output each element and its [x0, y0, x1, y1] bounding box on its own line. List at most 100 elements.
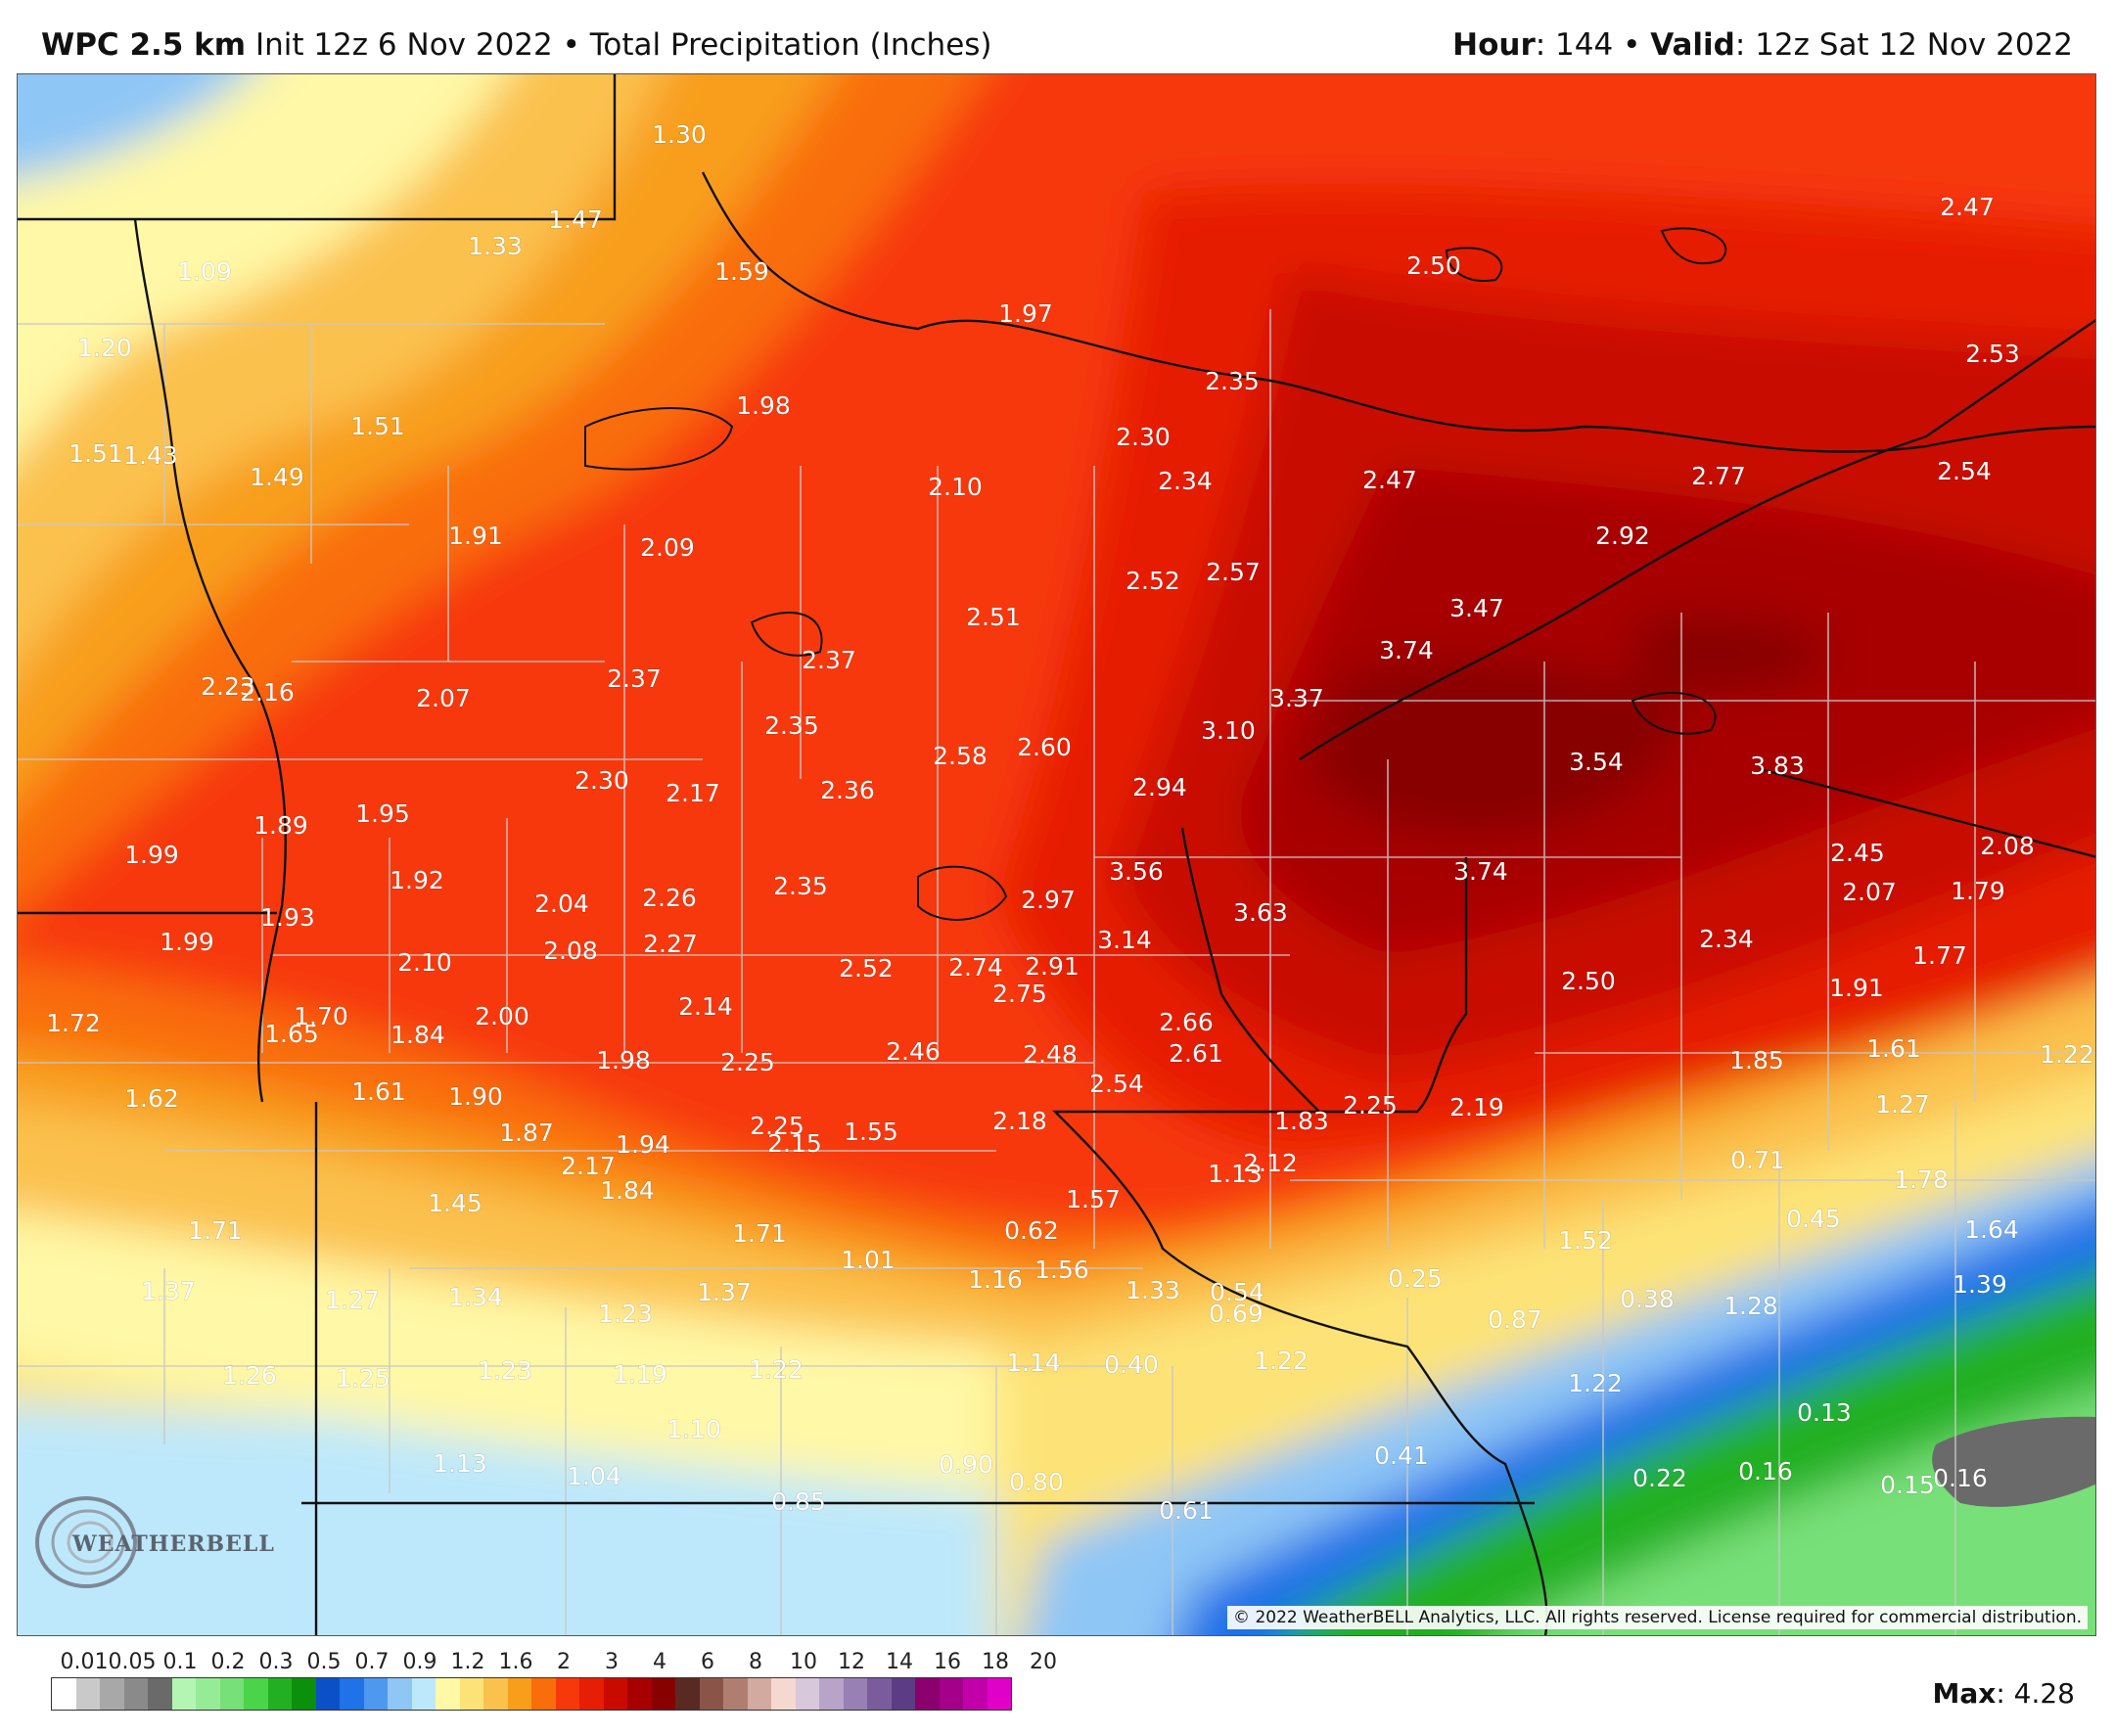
- precip-value-label: 2.51: [966, 603, 1021, 631]
- precip-value-label: 1.23: [478, 1356, 532, 1385]
- precip-value-label: 2.61: [1169, 1039, 1223, 1068]
- precip-value-label: 1.77: [1912, 941, 1967, 970]
- precip-value-label: 0.25: [1388, 1264, 1443, 1293]
- precip-value-label: 2.34: [1158, 467, 1213, 495]
- precip-value-label: 0.40: [1104, 1350, 1159, 1379]
- precip-value-label: 1.52: [1558, 1226, 1613, 1255]
- legend-swatch: [603, 1678, 627, 1710]
- legend-tick-label: 2: [557, 1650, 571, 1674]
- precip-value-label: 2.07: [1842, 878, 1897, 906]
- precip-value-label: 1.90: [448, 1082, 503, 1111]
- legend-tick-label: 0.7: [354, 1650, 390, 1674]
- precip-value-label: 1.94: [616, 1130, 670, 1159]
- precip-value-label: 1.84: [391, 1021, 445, 1049]
- valid-label: Valid: [1650, 27, 1735, 63]
- gray-area: [1932, 1416, 2095, 1507]
- precip-value-label: 1.65: [264, 1020, 319, 1048]
- precip-value-label: 2.35: [1205, 367, 1260, 395]
- precip-value-label: 1.34: [448, 1283, 503, 1311]
- precip-value-label: 0.15: [1880, 1471, 1935, 1499]
- precip-value-label: 0.22: [1632, 1464, 1687, 1492]
- precip-value-label: 1.14: [1006, 1348, 1061, 1377]
- precip-value-label: 2.92: [1595, 522, 1650, 550]
- legend-swatch: [699, 1678, 723, 1710]
- precip-value-label: 1.10: [666, 1415, 721, 1443]
- precip-value-label: 1.22: [1568, 1369, 1623, 1397]
- legend-tick-label: 0.2: [210, 1650, 246, 1674]
- precip-value-label: 2.36: [820, 776, 875, 804]
- precip-value-label: 2.52: [839, 954, 894, 982]
- legend-tick-label: 0.9: [402, 1650, 437, 1674]
- precip-value-label: 2.14: [678, 992, 733, 1021]
- precip-value-label: 2.10: [397, 948, 452, 977]
- precip-value-label: 1.59: [714, 257, 769, 286]
- legend-tick-label: 16: [934, 1650, 961, 1674]
- precip-value-label: 2.37: [607, 664, 662, 693]
- precip-value-label: 1.72: [46, 1009, 101, 1037]
- legend-swatch: [987, 1678, 1011, 1710]
- precip-value-label: 1.33: [468, 232, 523, 260]
- legend-swatch: [651, 1678, 675, 1710]
- precip-value-label: 1.99: [160, 928, 214, 956]
- precip-value-label: 2.60: [1017, 733, 1072, 761]
- precip-value-label: 3.56: [1109, 857, 1164, 886]
- precip-value-label: 2.12: [1243, 1149, 1298, 1177]
- precip-value-label: 2.25: [1343, 1091, 1398, 1119]
- precip-value-label: 2.54: [1089, 1070, 1144, 1098]
- header: WPC 2.5 km Init 12z 6 Nov 2022 • Total P…: [0, 0, 2114, 72]
- precip-value-label: 1.22: [749, 1355, 804, 1384]
- legend-swatch: [675, 1678, 700, 1710]
- legend-swatch: [483, 1678, 508, 1710]
- precip-value-label: 1.89: [253, 811, 308, 840]
- legend-swatch: [531, 1678, 556, 1710]
- legend-tick-label: 10: [790, 1650, 817, 1674]
- precip-value-label: 1.57: [1066, 1185, 1121, 1213]
- precip-value-label: 3.47: [1449, 594, 1504, 622]
- precip-value-label: 1.85: [1729, 1046, 1784, 1074]
- legend-swatch: [867, 1678, 892, 1710]
- legend-swatch: [843, 1678, 867, 1710]
- precip-value-label: 1.98: [736, 391, 791, 420]
- legend-swatch: [123, 1678, 148, 1710]
- precip-value-label: 2.47: [1940, 193, 1995, 221]
- legend-tick-label: 18: [982, 1650, 1009, 1674]
- precip-value-label: 1.47: [548, 206, 603, 234]
- legend-swatch: [771, 1678, 796, 1710]
- precip-value-label: 1.16: [968, 1265, 1023, 1294]
- legend-swatch: [388, 1678, 412, 1710]
- legend-swatch: [507, 1678, 531, 1710]
- precip-value-label: 2.50: [1406, 251, 1461, 280]
- precip-value-label: 2.35: [773, 872, 828, 900]
- legend-tick-label: 1.6: [498, 1650, 533, 1674]
- precip-value-label: 0.85: [771, 1487, 826, 1516]
- precip-value-label: 2.35: [764, 711, 819, 740]
- legend-swatch: [723, 1678, 748, 1710]
- precip-value-label: 1.98: [596, 1046, 651, 1074]
- legend-swatch: [363, 1678, 388, 1710]
- state-borders: [18, 74, 2095, 1635]
- precip-value-label: 1.83: [1274, 1107, 1329, 1135]
- precip-value-label: 0.80: [1009, 1468, 1064, 1496]
- legend-tick-label: 0.05: [108, 1650, 157, 1674]
- precip-value-label: 0.16: [1933, 1464, 1988, 1492]
- legend-swatch: [171, 1678, 196, 1710]
- legend-tick-label: 12: [838, 1650, 865, 1674]
- legend-swatch: [196, 1678, 220, 1710]
- legend-swatch: [555, 1678, 579, 1710]
- precip-value-label: 1.09: [177, 257, 232, 286]
- legend-swatch: [579, 1678, 604, 1710]
- precip-value-label: 2.15: [767, 1129, 822, 1158]
- precip-value-label: 1.39: [1953, 1270, 2007, 1299]
- precip-value-label: 1.91: [1829, 974, 1884, 1002]
- value-labels: 1.30 1.47 1.33 1.09 1.59 1.97 2.50 2.47 1.20 1.98…: [46, 120, 2095, 1526]
- precip-value-label: 2.47: [1362, 466, 1417, 494]
- precip-value-label: 1.92: [390, 866, 444, 894]
- legend-tick-label: 1.2: [450, 1650, 485, 1674]
- legend-tick-label: 3: [605, 1650, 619, 1674]
- precip-value-label: 1.13: [433, 1449, 487, 1478]
- precip-value-label: 2.52: [1126, 567, 1180, 595]
- legend-swatch: [267, 1678, 292, 1710]
- precip-value-label: 2.04: [534, 890, 589, 918]
- precip-value-label: 2.17: [561, 1152, 616, 1180]
- precip-value-label: 2.25: [720, 1048, 775, 1076]
